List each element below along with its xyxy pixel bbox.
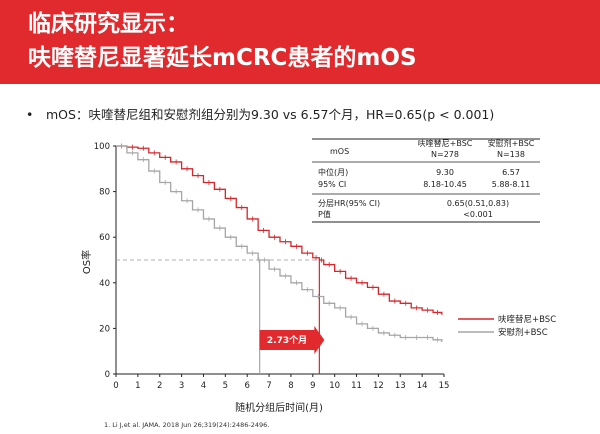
x-tick-label: 6 [244,381,249,391]
x-tick-label: 9 [310,381,315,391]
reference-lines [116,259,320,374]
table-header-col2: 安慰剂+BSC [488,138,535,148]
table-header-label: mOS [330,147,349,156]
table-header-col1-n: N=278 [431,150,459,159]
table-header-col1: 呋喹替尼+BSC [418,138,473,148]
y-axis-label: OS率 [80,250,93,274]
results-table: mOS 呋喹替尼+BSC N=278 安慰剂+BSC N=138 中位(月) 9… [312,138,540,223]
table-header-col2-n: N=138 [497,150,525,159]
y-tick-label: 0 [105,370,110,380]
table-median-col2: 6.57 [502,168,520,177]
y-tick-label: 40 [99,279,110,289]
summary-bullet: • mOS：呋喹替尼组和安慰剂组分别为9.30 vs 6.57个月，HR=0.65… [26,104,494,123]
y-tick-label: 100 [94,142,110,152]
x-tick-label: 8 [288,381,293,391]
legend-label-treatment: 呋喹替尼+BSC [498,314,556,325]
table-hr-label: 分层HR(95% CI) [318,199,380,208]
x-tick-label: 5 [223,381,228,391]
summary-text: mOS：呋喹替尼组和安慰剂组分别为9.30 vs 6.57个月，HR=0.65(… [46,107,495,122]
table-ci-col2: 5.88-8.11 [492,180,531,189]
y-tick-label: 80 [99,188,110,198]
x-tick-label: 10 [329,381,340,391]
x-tick-label: 4 [201,381,206,391]
gap-arrow-icon [259,326,325,354]
title-banner: 临床研究显示： 呋喹替尼显著延长mCRC患者的mOS [0,0,600,84]
km-curve-placebo [116,145,443,343]
x-tick-label: 1 [135,381,140,391]
slide-title-line2: 呋喹替尼显著延长mCRC患者的mOS [28,45,417,71]
table-p-label: P值 [318,209,331,219]
x-tick-label: 15 [439,381,450,391]
km-curve-treatment [116,145,443,315]
x-tick-label: 3 [179,381,184,391]
x-tick-label: 11 [351,381,362,391]
x-tick-label: 0 [113,381,118,391]
reference-footnote: 1. Li J,et al. JAMA. 2018 Jun 26;319(24)… [104,421,270,429]
y-tick-label: 20 [99,324,110,334]
gap-label: 2.73个月 [267,334,307,346]
y-tick-label: 60 [99,233,110,243]
survival-curves [116,143,443,343]
slide-title-line1: 临床研究显示： [28,11,189,37]
table-median-col1: 9.30 [436,168,454,177]
table-ci-col1: 8.18-10.45 [423,180,467,189]
x-tick-label: 2 [157,381,162,391]
table-hr-value: 0.65(0.51,0.83) [447,199,509,208]
x-tick-label: 12 [373,381,384,391]
bullet-dot-icon: • [26,107,34,122]
table-ci-label: 95% CI [318,180,346,189]
x-tick-label: 14 [417,381,428,391]
median-gap-annotation: 2.73个月 [259,326,325,354]
table-median-label: 中位(月) [318,167,348,177]
legend-label-placebo: 安慰剂+BSC [498,327,548,338]
x-axis-label: 随机分组后时间(月) [235,401,323,414]
x-tick-label: 7 [266,381,271,391]
table-p-value: <0.001 [463,210,493,219]
chart-legend: 呋喹替尼+BSC 安慰剂+BSC [458,314,556,338]
x-tick-label: 13 [395,381,406,391]
